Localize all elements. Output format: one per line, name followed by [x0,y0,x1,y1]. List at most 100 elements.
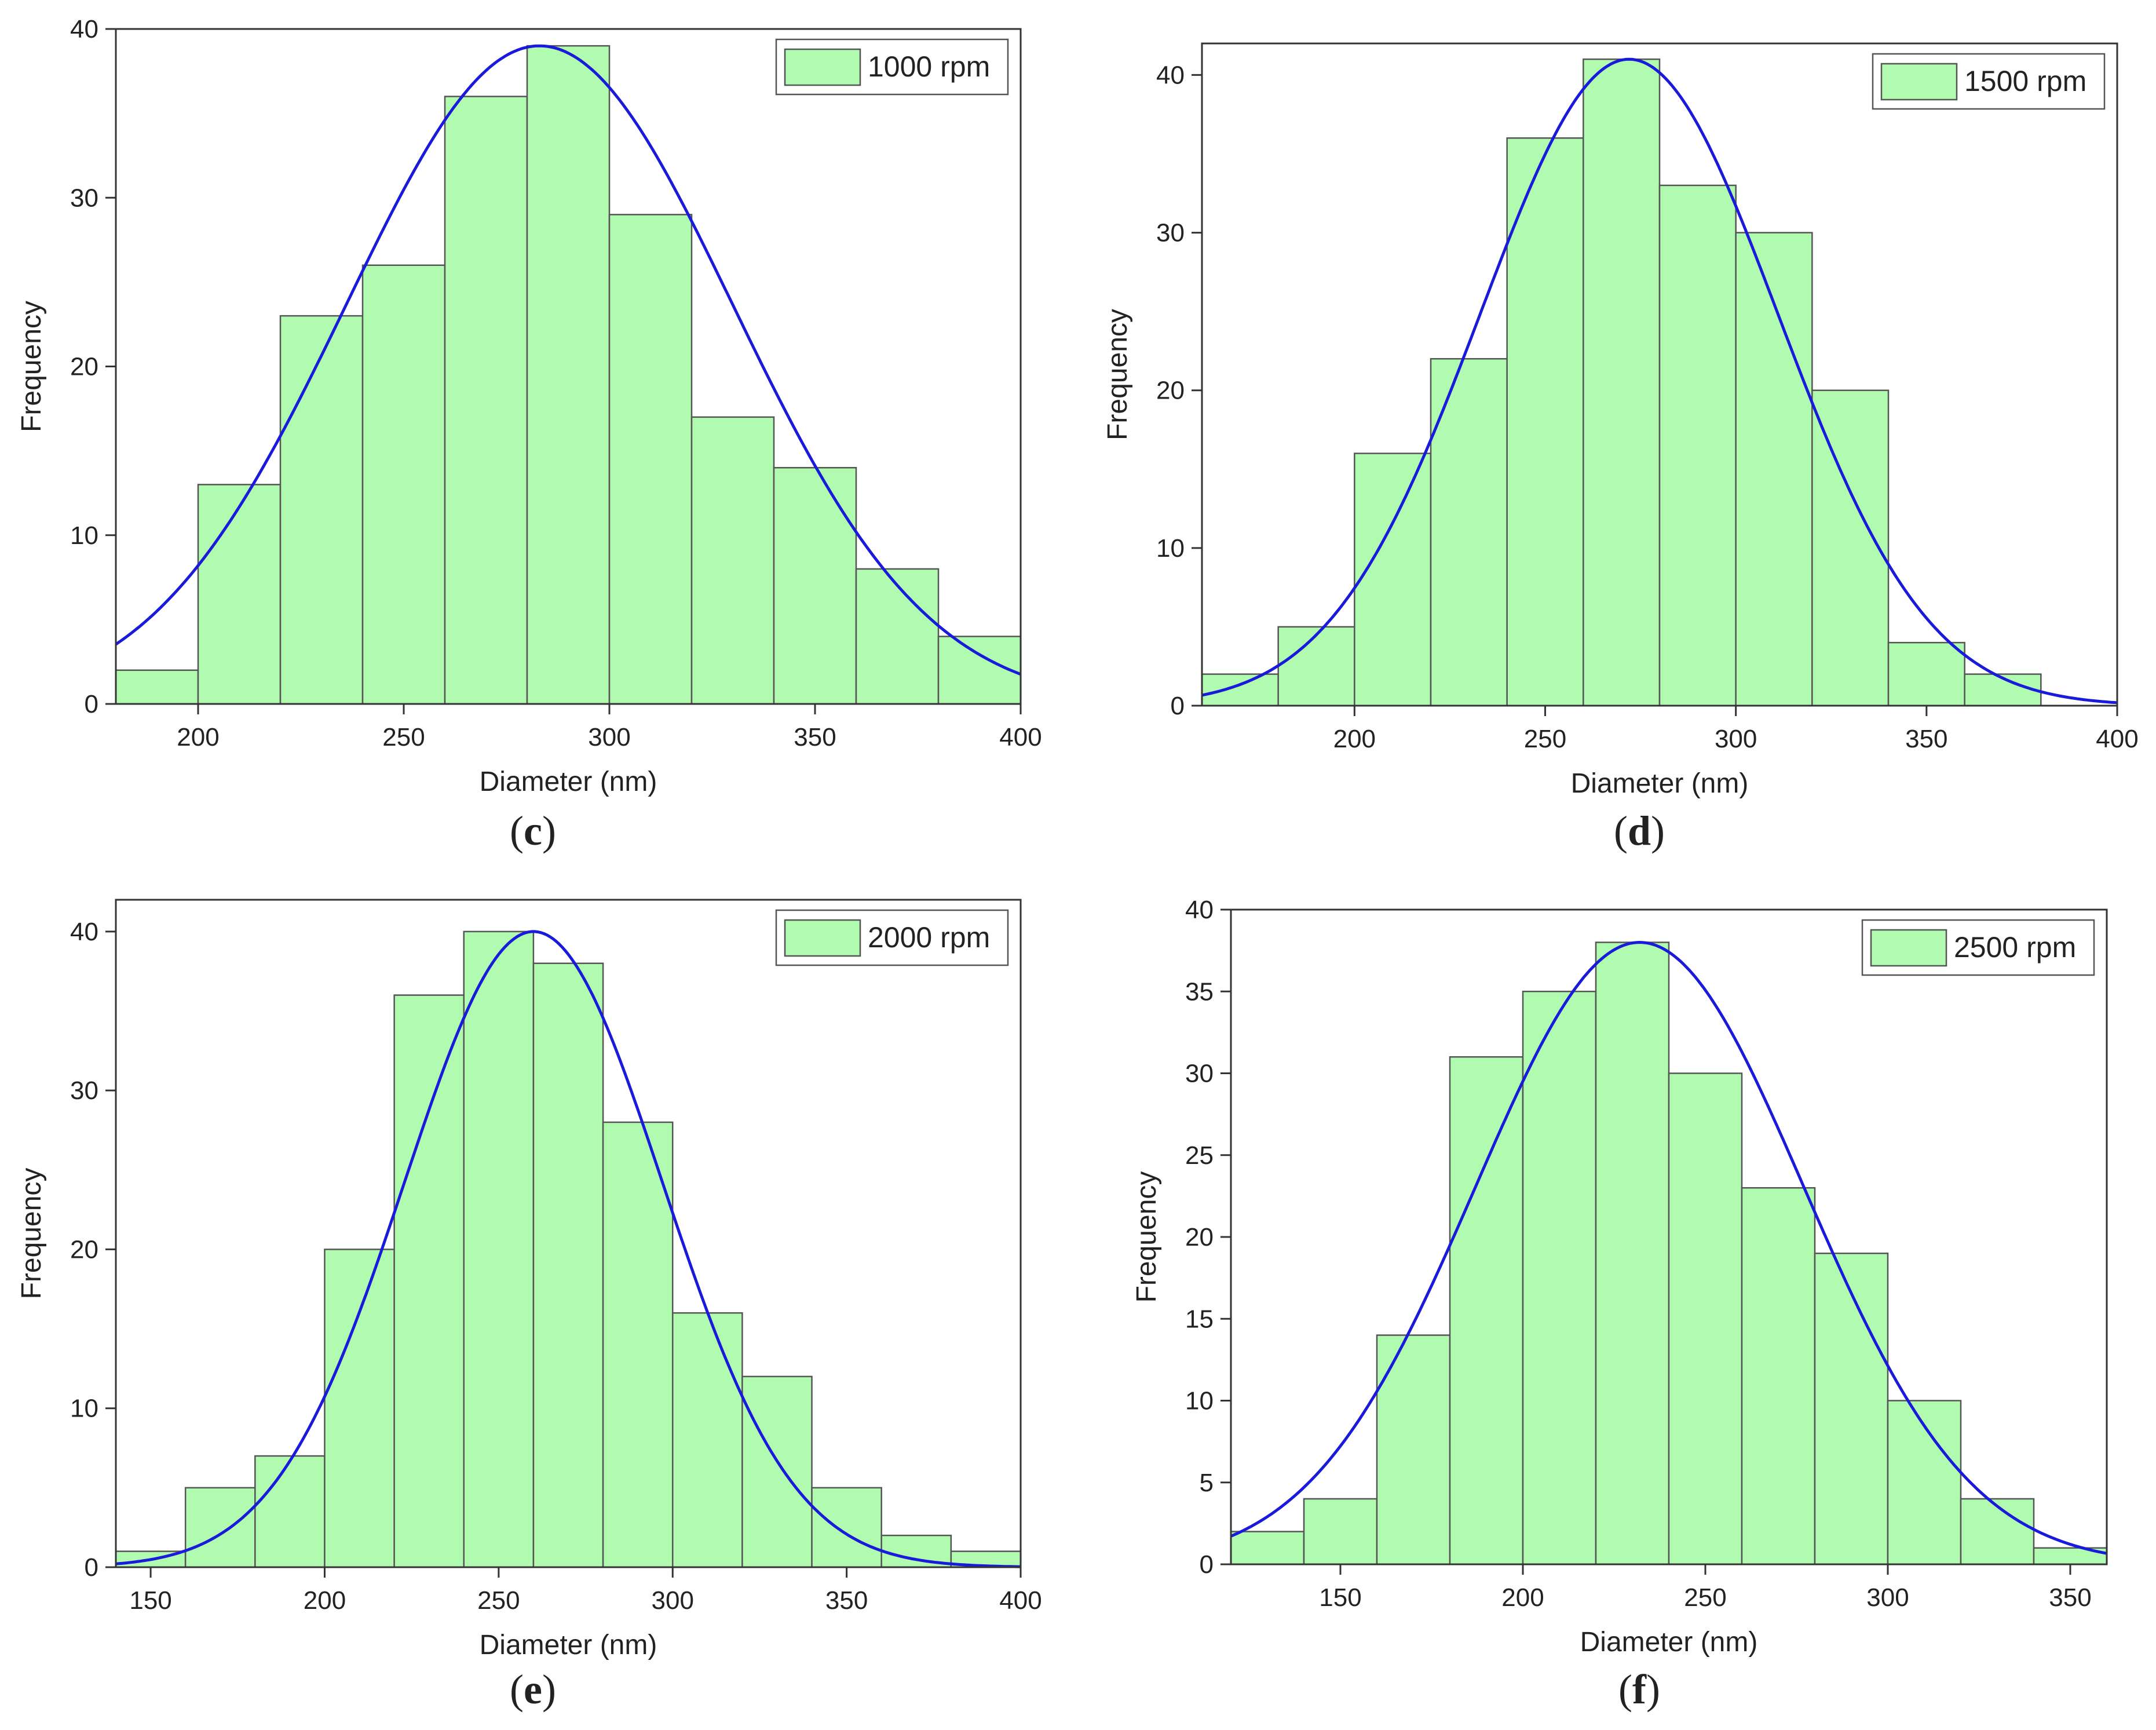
histogram-bar [526,45,611,705]
x-tick-label: 350 [2049,1583,2091,1612]
legend-swatch [784,48,861,86]
x-tick-label: 150 [1319,1583,1361,1612]
histogram-bar [1506,137,1584,707]
histogram-bar [1522,991,1597,1565]
caption-paren-open: ( [510,1666,524,1713]
x-tick-label: 200 [1333,725,1376,753]
x-axis-label: Diameter (nm) [480,767,657,797]
caption-letter: d [1628,808,1651,854]
legend: 1000 rpm [775,38,1009,96]
caption-paren-close: ) [1646,1666,1660,1713]
histogram-bar [1201,673,1279,707]
y-axis-label: Frequency [16,301,47,432]
histogram-bar [773,467,857,705]
x-tick-label: 300 [652,1586,694,1615]
x-tick-label: 400 [2096,725,2138,753]
caption-paren-open: ( [1614,808,1628,854]
x-tick-label: 250 [1524,725,1566,753]
histogram-bar [115,669,199,705]
caption-letter: f [1632,1666,1647,1713]
histogram-bar [1668,1072,1743,1565]
x-tick-label: 300 [1715,725,1757,753]
x-tick-label: 400 [999,723,1042,751]
y-tick-label: 40 [70,918,98,946]
histogram-bar [254,1455,326,1568]
histogram-bar [184,1487,256,1568]
x-tick-label: 300 [1866,1583,1909,1612]
histogram-bar [1741,1187,1816,1565]
histogram-bar [1583,58,1661,707]
y-tick-label: 40 [1185,896,1214,924]
histogram-bar [1230,1531,1305,1565]
histogram-bar [1814,1253,1889,1565]
normal-fit-curve [1230,940,2107,1555]
y-tick-label: 20 [1156,377,1185,405]
histogram-bar [444,96,528,705]
x-axis-label: Diameter (nm) [480,1630,657,1660]
panel-caption: (e) [510,1666,556,1713]
x-tick-label: 200 [1501,1583,1544,1612]
histogram-bar [1303,1498,1378,1565]
chart-panel-e: 150 200 250 300 350 400 0 10 20 30 40 Diameter (nm)… [16,899,1042,1713]
caption-letter: c [524,808,542,854]
legend: 2500 rpm [1861,919,2095,976]
histogram-bar [671,1312,743,1568]
y-tick-label: 0 [85,1553,98,1582]
panel-caption: (d) [1614,808,1665,854]
x-tick-label: 150 [129,1586,171,1615]
normal-fit-curve [1201,57,2118,705]
y-tick-label: 20 [70,1235,98,1264]
legend-swatch [1870,929,1947,967]
x-tick-label: 250 [1684,1583,1726,1612]
histogram-bar [1595,941,1670,1565]
chart-panel-f: 150 200 250 300 350 0 5 10 15 20 25 30 35 40 Diameter … [1131,896,2108,1713]
y-tick-label: 0 [85,690,98,718]
y-tick-label: 35 [1185,977,1214,1006]
y-tick-label: 40 [70,15,98,43]
legend: 1500 rpm [1872,53,2106,110]
x-tick-label: 200 [304,1586,346,1615]
y-tick-label: 40 [1156,61,1185,89]
y-tick-label: 10 [70,1395,98,1423]
y-axis-label: Frequency [1131,1171,1162,1303]
histogram-bar [361,264,446,705]
x-axis-label: Diameter (nm) [1571,768,1749,799]
histogram-bar [463,930,535,1568]
x-tick-label: 400 [999,1586,1042,1615]
caption-letter: e [524,1666,542,1713]
legend-label: 2000 rpm [868,921,990,954]
x-tick-label: 350 [825,1586,868,1615]
caption-paren-close: ) [1651,808,1665,854]
x-axis-label: Diameter (nm) [1580,1627,1758,1658]
histogram-bar [690,416,775,705]
histogram-bar [1658,184,1737,707]
histogram-bar [608,214,693,705]
y-axis-label: Frequency [16,1168,47,1300]
histogram-bar [1449,1056,1524,1565]
normal-fit-curve [115,930,1021,1568]
chart-panel-c: 200 250 300 350 400 0 10 20 30 40 Diameter (nm) Fre… [16,15,1042,854]
y-tick-label: 0 [1200,1550,1214,1579]
plot-frame [115,899,1022,1568]
histogram-bar [279,315,364,705]
y-tick-label: 30 [1156,219,1185,247]
legend-label: 1500 rpm [1964,65,2086,97]
y-tick-label: 0 [1171,692,1185,720]
x-tick-label: 200 [177,723,219,751]
histogram-bar [393,994,465,1568]
y-axis-label: Frequency [1102,309,1133,440]
histogram-bar [1354,452,1432,707]
normal-fit-curve [115,44,1021,676]
histogram-bar [197,484,282,705]
legend-swatch [1880,63,1958,101]
legend-label: 2500 rpm [1954,931,2076,963]
caption-paren-close: ) [542,808,556,854]
y-tick-label: 30 [70,1076,98,1105]
y-tick-label: 30 [70,184,98,212]
y-tick-label: 5 [1200,1469,1214,1497]
histogram-bar [602,1121,674,1568]
x-tick-label: 300 [588,723,630,751]
histogram-bar [532,962,604,1568]
legend: 2000 rpm [775,909,1009,966]
caption-paren-open: ( [1618,1666,1632,1713]
